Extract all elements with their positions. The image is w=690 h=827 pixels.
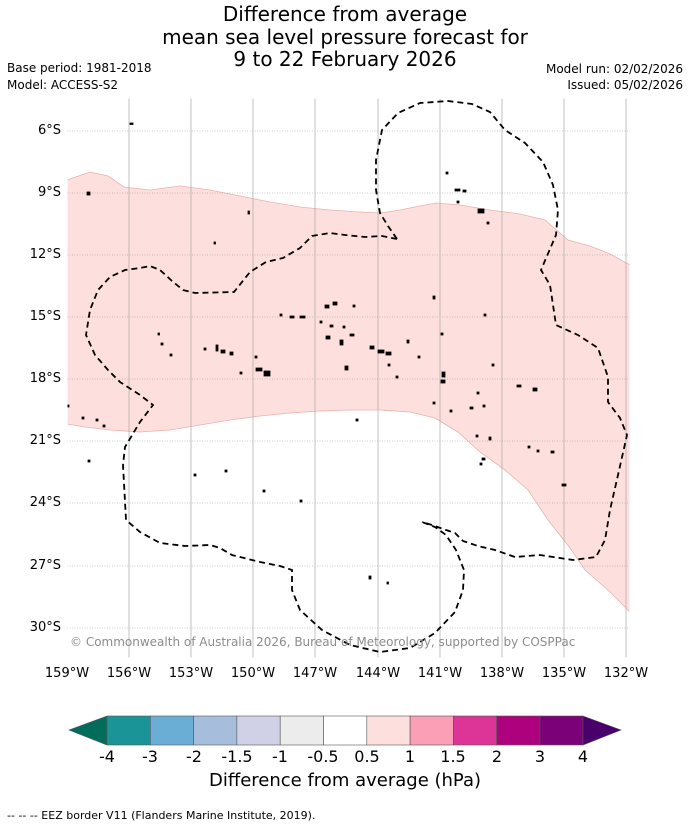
lon-label-156w: 156°W xyxy=(106,666,152,681)
colorbar-label-m2: -2 xyxy=(186,747,202,766)
lat-label-15s: 15°S xyxy=(29,309,61,324)
lon-label-150w: 150°W xyxy=(230,666,276,681)
colorbar-bin-m4-m3 xyxy=(106,715,151,746)
base-period: Base period: 1981-2018 xyxy=(7,61,152,75)
copyright-notice: © Commonwealth of Australia 2026, Bureau… xyxy=(70,635,576,649)
lon-label-159w: 159°W xyxy=(44,666,90,681)
colorbar-label-1: 1 xyxy=(404,747,416,766)
lon-label-141w: 141°W xyxy=(417,666,463,681)
lon-label-135w: 135°W xyxy=(541,666,587,681)
colorbar-bin-m3-m2 xyxy=(150,715,194,746)
lon-label-147w: 147°W xyxy=(292,666,338,681)
colorbar-extend-high xyxy=(582,715,622,746)
title-line-3: 9 to 22 February 2026 xyxy=(233,47,457,71)
eez-border-east xyxy=(375,100,628,561)
colorbar-bin-3-4 xyxy=(539,715,584,746)
map-frame xyxy=(66,97,631,659)
colorbar-bin-m0.5-0.5 xyxy=(323,715,368,746)
colorbar-bin-m1-m0.5 xyxy=(279,715,324,746)
colorbar-bin-2-3 xyxy=(496,715,541,746)
colorbar-label-3: 3 xyxy=(534,747,546,766)
colorbar-bin-m1.5-m1 xyxy=(236,715,281,746)
lat-label-9s: 9°S xyxy=(37,185,61,200)
colorbar-label-m0.5: -0.5 xyxy=(307,747,339,766)
lat-label-6s: 6°S xyxy=(37,123,61,138)
lon-label-144w: 144°W xyxy=(355,666,401,681)
eez-border-west xyxy=(85,232,465,653)
issued-date: Issued: 05/02/2026 xyxy=(567,78,683,92)
colorbar-bin-0.5-1 xyxy=(366,715,411,746)
lon-label-153w: 153°W xyxy=(168,666,214,681)
colorbar xyxy=(68,715,622,746)
model-run: Model run: 02/02/2026 xyxy=(545,62,683,76)
title-line-1: Difference from average xyxy=(222,2,468,26)
eez-footnote: -- -- -- EEZ border V11 (Flanders Marine… xyxy=(7,809,316,822)
colorbar-bin-m2-m1.5 xyxy=(193,715,238,746)
lat-label-24s: 24°S xyxy=(29,495,61,510)
colorbar-label-2: 2 xyxy=(491,747,503,766)
model-name: Model: ACCESS-S2 xyxy=(7,78,119,92)
colorbar-label-m3: -3 xyxy=(142,747,158,766)
lat-label-18s: 18°S xyxy=(29,371,61,386)
lon-label-132w: 132°W xyxy=(603,666,649,681)
colorbar-bin-1.5-2 xyxy=(453,715,497,746)
colorbar-label-m1.5: -1.5 xyxy=(221,747,253,766)
title-line-2: mean sea level pressure forecast for xyxy=(162,25,528,49)
colorbar-title: Difference from average (hPa) xyxy=(208,770,482,791)
colorbar-bin-1-1.5 xyxy=(409,715,454,746)
lat-label-30s: 30°S xyxy=(29,620,61,635)
colorbar-label-1.5: 1.5 xyxy=(440,747,466,766)
colorbar-label-m4: -4 xyxy=(99,747,115,766)
colorbar-label-0.5: 0.5 xyxy=(354,747,380,766)
lon-label-138w: 138°W xyxy=(479,666,525,681)
lat-label-12s: 12°S xyxy=(29,247,61,262)
lat-label-21s: 21°S xyxy=(29,433,61,448)
colorbar-label-m1: -1 xyxy=(272,747,288,766)
lat-label-27s: 27°S xyxy=(29,558,61,573)
colorbar-label-4: 4 xyxy=(577,747,589,766)
colorbar-extend-low xyxy=(68,715,108,746)
